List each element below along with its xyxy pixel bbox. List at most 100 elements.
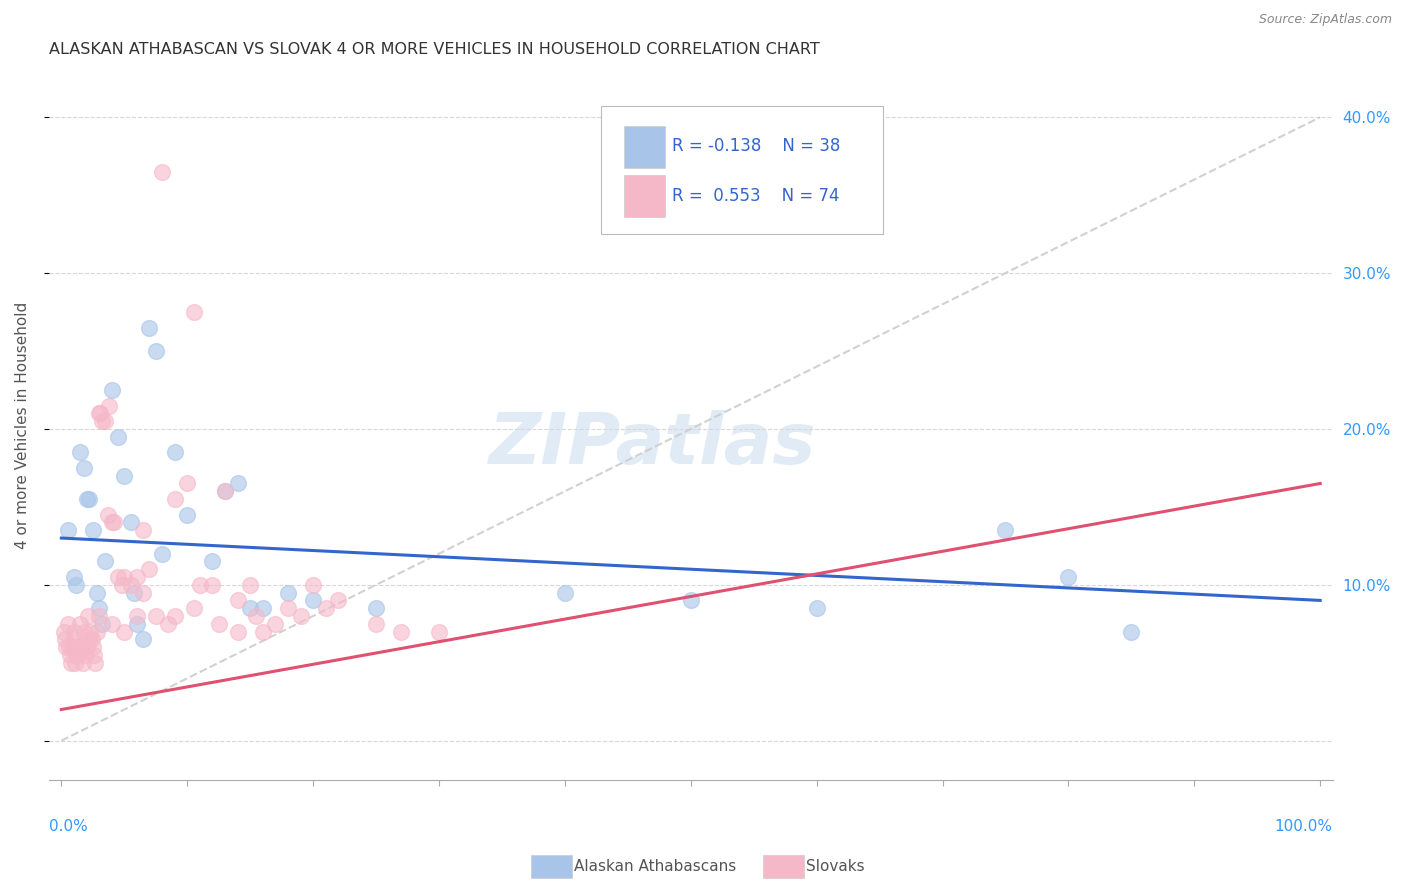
Text: R = -0.138    N = 38: R = -0.138 N = 38 [672, 137, 839, 155]
Point [94, 414, 117, 428]
Point [69, 616, 91, 631]
Point [277, 601, 299, 615]
Point [98, 399, 121, 413]
Point [163, 609, 186, 624]
Point [82, 523, 104, 537]
FancyBboxPatch shape [600, 106, 883, 234]
Text: R =  0.553    N = 74: R = 0.553 N = 74 [672, 187, 839, 205]
Point [302, 593, 325, 607]
Point [208, 616, 231, 631]
Point [73, 624, 96, 639]
Point [364, 616, 387, 631]
Point [107, 430, 129, 444]
Point [80, 632, 103, 647]
Point [214, 484, 236, 499]
Point [65, 648, 87, 662]
Point [226, 593, 249, 607]
Point [679, 593, 702, 607]
Point [150, 547, 173, 561]
Point [84, 656, 107, 670]
Point [87, 406, 110, 420]
Point [56, 616, 79, 631]
Point [201, 578, 224, 592]
Point [63, 570, 86, 584]
Point [277, 585, 299, 599]
Point [124, 585, 146, 599]
Point [994, 523, 1017, 537]
Text: 100.0%: 100.0% [1275, 819, 1333, 834]
Point [87, 609, 110, 624]
Point [97, 508, 120, 522]
Point [76, 492, 98, 507]
Point [188, 578, 211, 592]
Point [55, 640, 77, 655]
Point [163, 492, 186, 507]
Point [157, 616, 180, 631]
Point [60, 656, 83, 670]
Point [76, 609, 98, 624]
Point [290, 609, 312, 624]
Point [70, 640, 93, 655]
Point [163, 445, 186, 459]
Point [125, 609, 148, 624]
Point [226, 476, 249, 491]
Point [389, 624, 412, 639]
Point [183, 601, 205, 615]
Point [100, 383, 122, 397]
Point [264, 616, 287, 631]
Point [112, 468, 135, 483]
Point [252, 601, 274, 615]
Point [72, 656, 94, 670]
Point [63, 632, 86, 647]
Point [554, 585, 576, 599]
Point [176, 476, 198, 491]
Point [52, 624, 75, 639]
Point [302, 578, 325, 592]
Point [176, 508, 198, 522]
Point [56, 523, 79, 537]
Point [90, 616, 112, 631]
Point [100, 616, 122, 631]
Y-axis label: 4 or more Vehicles in Household: 4 or more Vehicles in Household [15, 301, 30, 549]
Point [145, 609, 167, 624]
Point [120, 578, 142, 592]
Point [132, 523, 155, 537]
Point [245, 609, 267, 624]
Point [62, 640, 84, 655]
Point [89, 406, 111, 420]
FancyBboxPatch shape [624, 126, 665, 168]
Point [138, 562, 160, 576]
Point [73, 461, 96, 475]
Point [67, 640, 90, 655]
Point [125, 570, 148, 584]
Point [83, 648, 105, 662]
Point [76, 640, 98, 655]
Point [183, 305, 205, 319]
Point [66, 648, 89, 662]
Point [59, 648, 82, 662]
Point [239, 578, 262, 592]
Point [112, 570, 135, 584]
Point [132, 632, 155, 647]
Text: Alaskan Athabascans: Alaskan Athabascans [574, 859, 735, 873]
Point [226, 624, 249, 639]
Point [239, 601, 262, 615]
Point [86, 624, 108, 639]
Point [1121, 624, 1143, 639]
Point [214, 484, 236, 499]
Text: Slovaks: Slovaks [806, 859, 865, 873]
Text: 0.0%: 0.0% [49, 819, 87, 834]
Point [252, 624, 274, 639]
Point [94, 554, 117, 568]
Point [79, 624, 101, 639]
Point [77, 632, 100, 647]
Text: ZIPatlas: ZIPatlas [489, 410, 817, 479]
Point [806, 601, 828, 615]
Point [125, 616, 148, 631]
Point [120, 516, 142, 530]
Point [150, 165, 173, 179]
Point [75, 648, 97, 662]
Point [138, 320, 160, 334]
Point [132, 585, 155, 599]
Point [69, 445, 91, 459]
